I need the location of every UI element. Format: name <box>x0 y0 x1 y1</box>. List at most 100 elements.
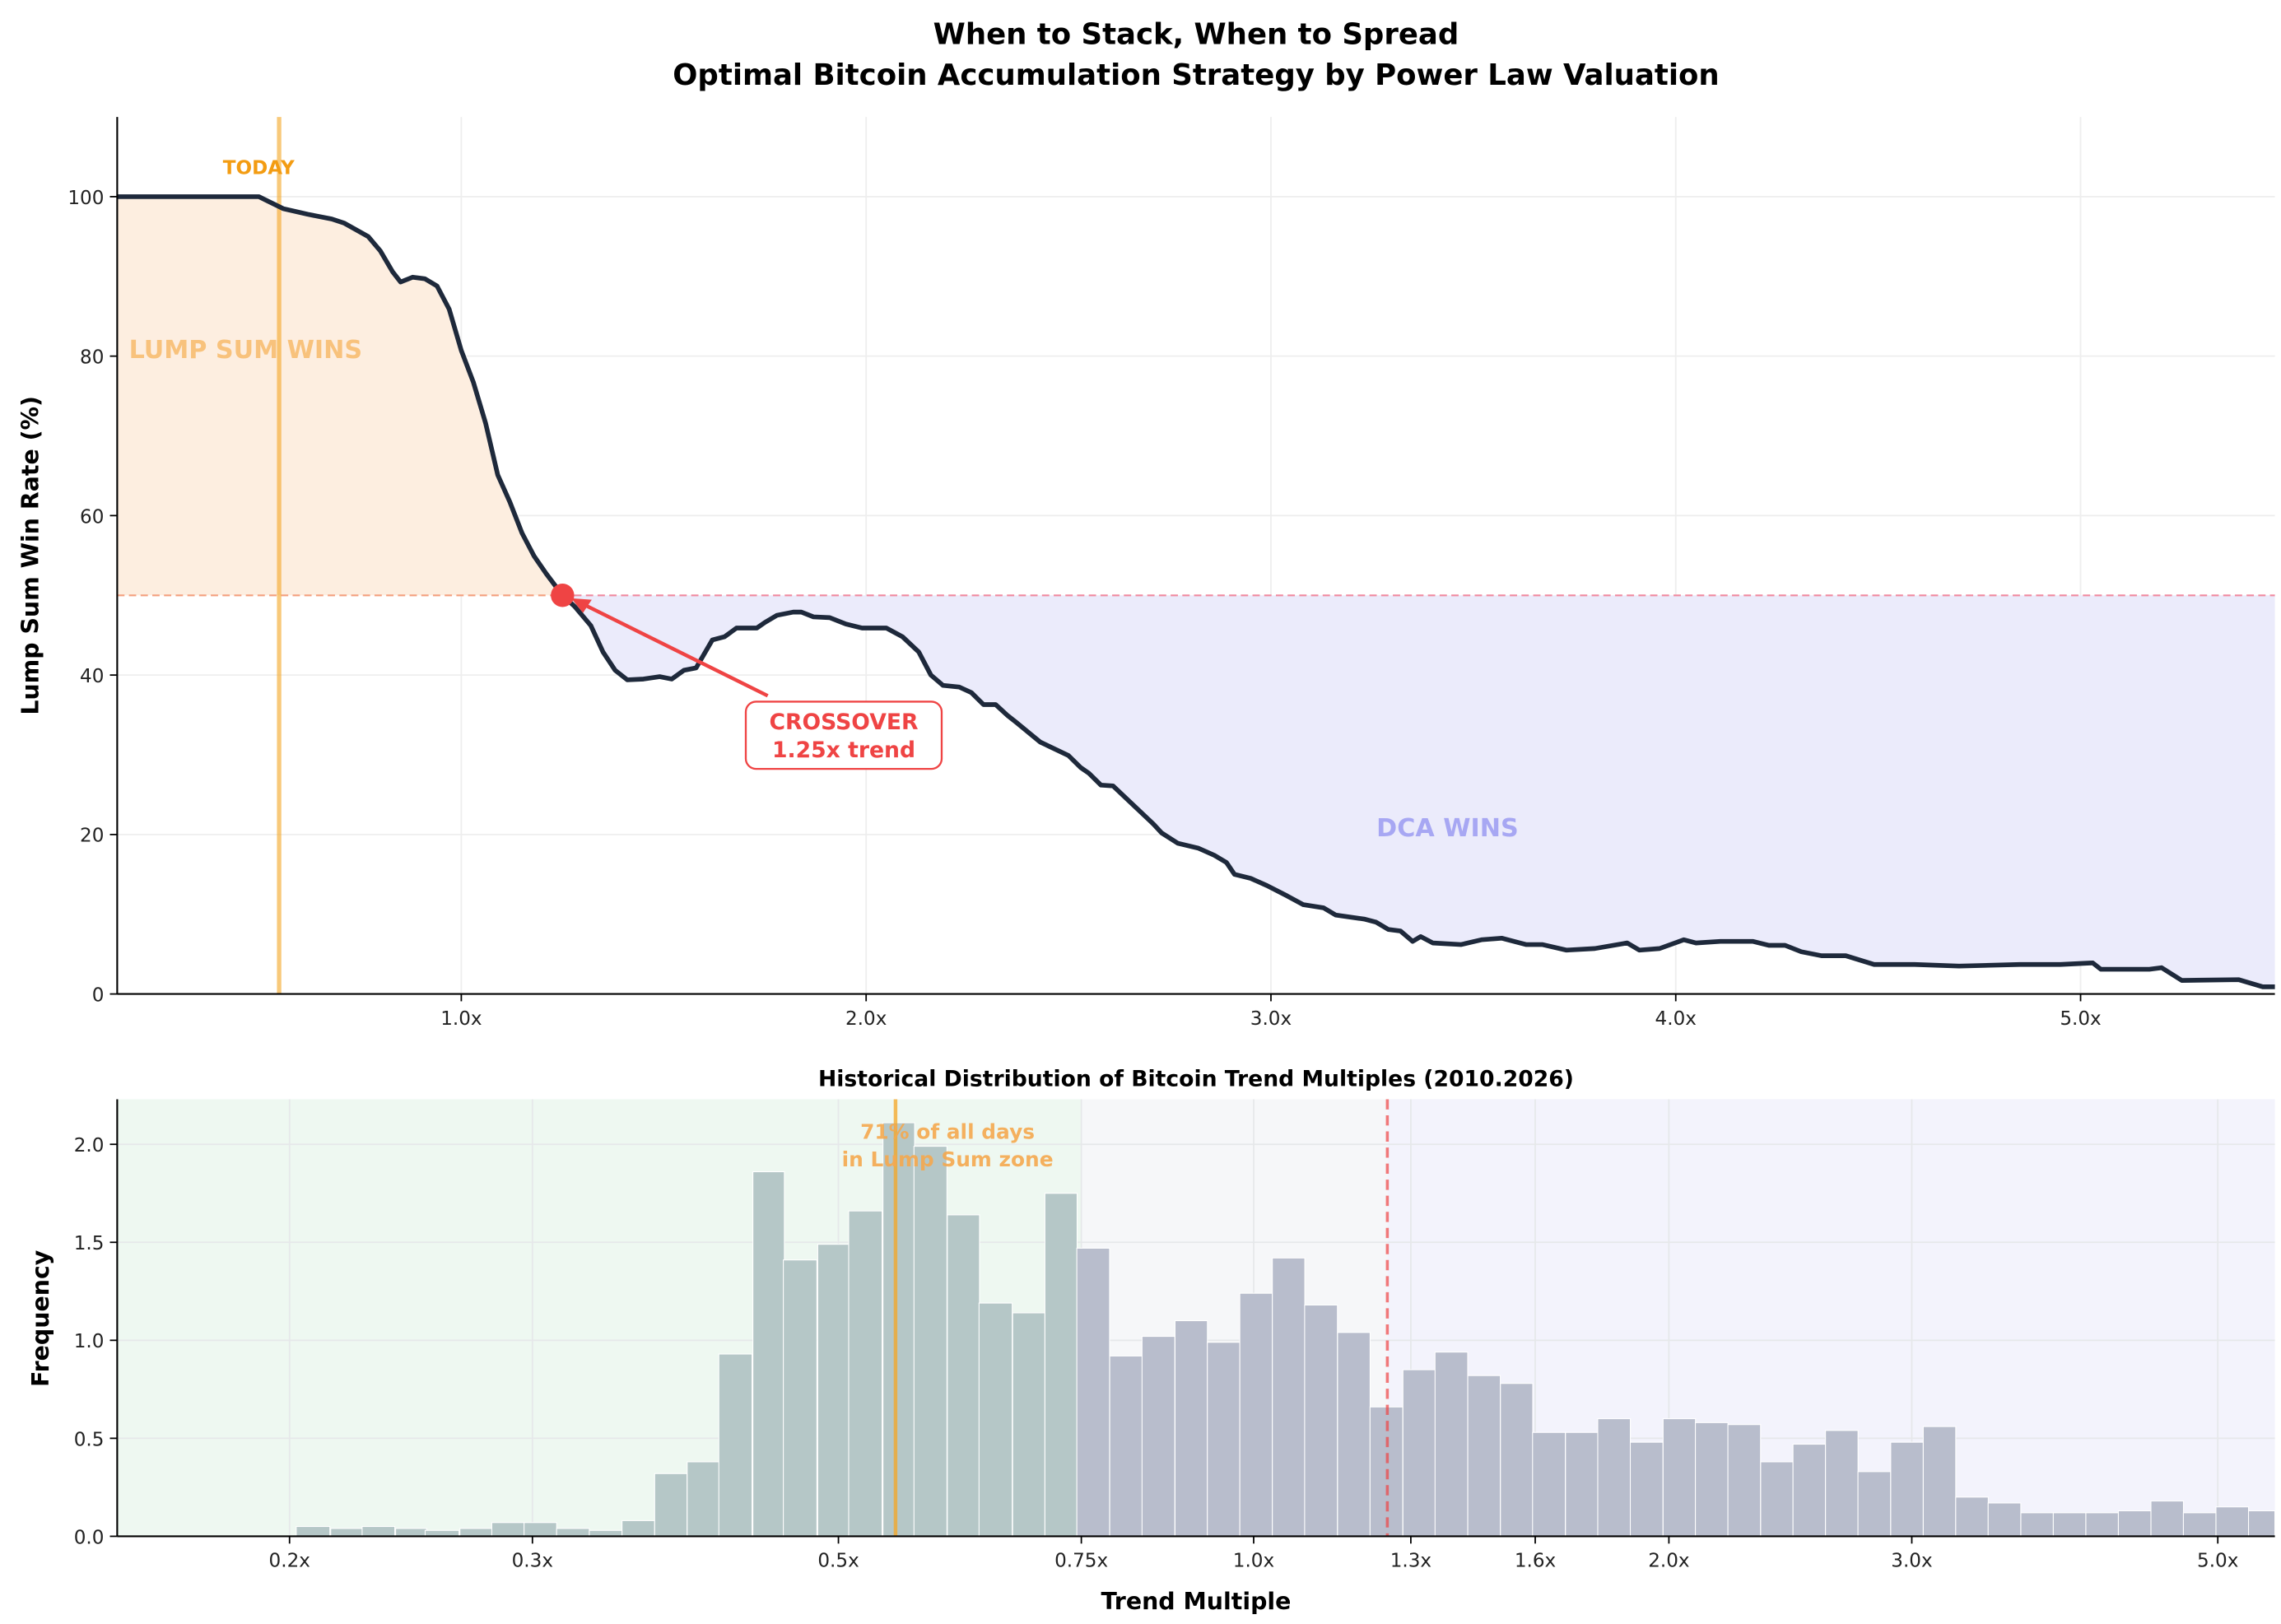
y-tick-label: 0 <box>92 984 105 1006</box>
crossover-value: 1.25x trend <box>772 738 915 763</box>
histogram-bar <box>556 1528 590 1537</box>
histogram-bar <box>296 1526 331 1537</box>
bottom-axes: 0.2x 0.3x 0.5x 0.75x 1.0x 1.3x 1.6x 2.0x 3.0x 5.0… <box>74 1099 2275 1572</box>
histogram-bar <box>1239 1292 1273 1537</box>
histogram-bar <box>1109 1355 1143 1537</box>
x-tick-label: 5.0x <box>2197 1551 2238 1572</box>
histogram-bar <box>2150 1501 2185 1537</box>
histogram-bar <box>1141 1336 1175 1537</box>
bottom-chart-title: Historical Distribution of Bitcoin Trend… <box>818 1066 1574 1091</box>
x-tick-label: 1.3x <box>1390 1551 1431 1572</box>
crossover-point <box>551 584 575 607</box>
y-tick-label: 40 <box>80 666 104 687</box>
x-tick-label: 0.3x <box>512 1551 553 1572</box>
top-y-axis-label: Lump Sum Win Rate (%) <box>16 396 44 715</box>
y-tick-label: 1.0 <box>74 1331 105 1352</box>
histogram-bar <box>1500 1383 1534 1537</box>
lump-zone-share-label-2: in Lump Sum zone <box>842 1147 1054 1171</box>
histogram-bar <box>654 1473 688 1537</box>
x-tick-label: 4.0x <box>1655 1008 1697 1030</box>
histogram-bar <box>1304 1304 1338 1537</box>
today-label: TODAY <box>223 157 295 179</box>
bottom-y-axis-label: Frequency <box>27 1250 54 1387</box>
y-tick-label: 0.0 <box>74 1527 105 1548</box>
histogram-bar <box>1987 1502 2022 1537</box>
histogram-bar <box>424 1529 460 1537</box>
x-tick-label: 0.2x <box>269 1551 310 1572</box>
histogram-bar <box>2117 1510 2152 1537</box>
x-tick-label: 2.0x <box>1648 1551 1689 1572</box>
y-tick-label: 60 <box>80 506 104 528</box>
histogram-bar <box>848 1210 883 1537</box>
histogram-bar <box>882 1122 915 1537</box>
win-rate-chart: TODAY LUMP SUM WINS DCA WINS CROSSOVER 1… <box>16 117 2275 1030</box>
x-tick-label: 0.75x <box>1054 1551 1108 1572</box>
bottom-x-axis-label: Trend Multiple <box>1101 1588 1292 1615</box>
distribution-chart: Historical Distribution of Bitcoin Trend… <box>27 1066 2276 1615</box>
y-tick-label: 1.5 <box>74 1233 105 1254</box>
x-tick-label: 5.0x <box>2060 1008 2101 1030</box>
histogram-bar <box>2085 1512 2119 1537</box>
histogram-bar <box>718 1353 753 1537</box>
histogram-bar <box>2020 1512 2054 1537</box>
y-tick-label: 20 <box>80 826 104 847</box>
histogram-bar <box>1337 1332 1371 1537</box>
histogram-bar <box>1662 1418 1697 1537</box>
histogram-bar <box>752 1171 785 1537</box>
histogram-bar <box>2052 1512 2087 1537</box>
histogram-bar <box>361 1526 396 1537</box>
x-tick-label: 1.0x <box>440 1008 482 1030</box>
histogram-bar <box>1629 1441 1664 1537</box>
histogram-bar <box>1467 1375 1501 1537</box>
dca-wins-label: DCA WINS <box>1376 814 1519 843</box>
histogram-bar <box>2215 1506 2250 1537</box>
lump-zone-share-label: 71% of all days <box>860 1119 1035 1143</box>
figure-title-line2: Optimal Bitcoin Accumulation Strategy by… <box>673 58 1719 92</box>
y-tick-label: 100 <box>67 188 104 209</box>
crossover-arrow <box>579 601 769 698</box>
x-tick-label: 0.5x <box>817 1551 859 1572</box>
histogram-bar <box>1434 1352 1469 1537</box>
histogram-bar <box>817 1244 850 1537</box>
x-tick-label: 1.0x <box>1233 1551 1274 1572</box>
x-tick-label: 2.0x <box>845 1008 887 1030</box>
crossover-arrowhead <box>571 598 592 613</box>
top-axes: 1.0x 2.0x 3.0x 4.0x 5.0x 0 20 40 60 80 100 <box>67 117 2275 1030</box>
histogram-bar <box>1272 1257 1306 1537</box>
figure-title-line1: When to Stack, When to Spread <box>933 17 1459 51</box>
histogram-bar <box>459 1528 493 1537</box>
histogram-bar <box>1402 1369 1436 1537</box>
histogram-bar <box>2182 1512 2217 1537</box>
win-rate-line <box>117 194 2275 989</box>
histogram-bar <box>947 1214 980 1537</box>
lump-sum-wins-area <box>117 196 563 596</box>
histogram-bar <box>1044 1193 1078 1537</box>
histogram-bar <box>1076 1247 1110 1537</box>
histogram-bar <box>1890 1441 1924 1537</box>
dca-wins-area <box>562 595 2275 987</box>
histogram-bar <box>1012 1312 1045 1537</box>
histogram-bar <box>1955 1496 1989 1537</box>
histogram-bar <box>1532 1431 1566 1537</box>
x-tick-label: 3.0x <box>1891 1551 1932 1572</box>
histogram-bar <box>1727 1424 1762 1537</box>
x-tick-label: 3.0x <box>1250 1008 1292 1030</box>
histogram-bar <box>913 1146 947 1537</box>
histogram-bar <box>330 1528 363 1537</box>
histogram-bar <box>1922 1426 1957 1537</box>
y-tick-label: 2.0 <box>74 1135 105 1156</box>
crossover-box <box>744 700 943 770</box>
y-tick-label: 80 <box>80 347 104 369</box>
histogram-bar <box>2248 1510 2276 1537</box>
histogram-bar <box>1174 1319 1208 1537</box>
crossover-label: CROSSOVER <box>769 710 918 735</box>
lump-sum-wins-label: LUMP SUM WINS <box>129 336 363 365</box>
histogram-bar <box>395 1528 427 1537</box>
histogram-bar <box>1597 1418 1632 1537</box>
histogram-bar <box>621 1519 655 1537</box>
histogram-bar <box>1792 1444 1827 1537</box>
histogram-bar <box>1825 1430 1859 1537</box>
histogram-bar <box>978 1302 1013 1537</box>
histogram-bar <box>1857 1471 1892 1537</box>
